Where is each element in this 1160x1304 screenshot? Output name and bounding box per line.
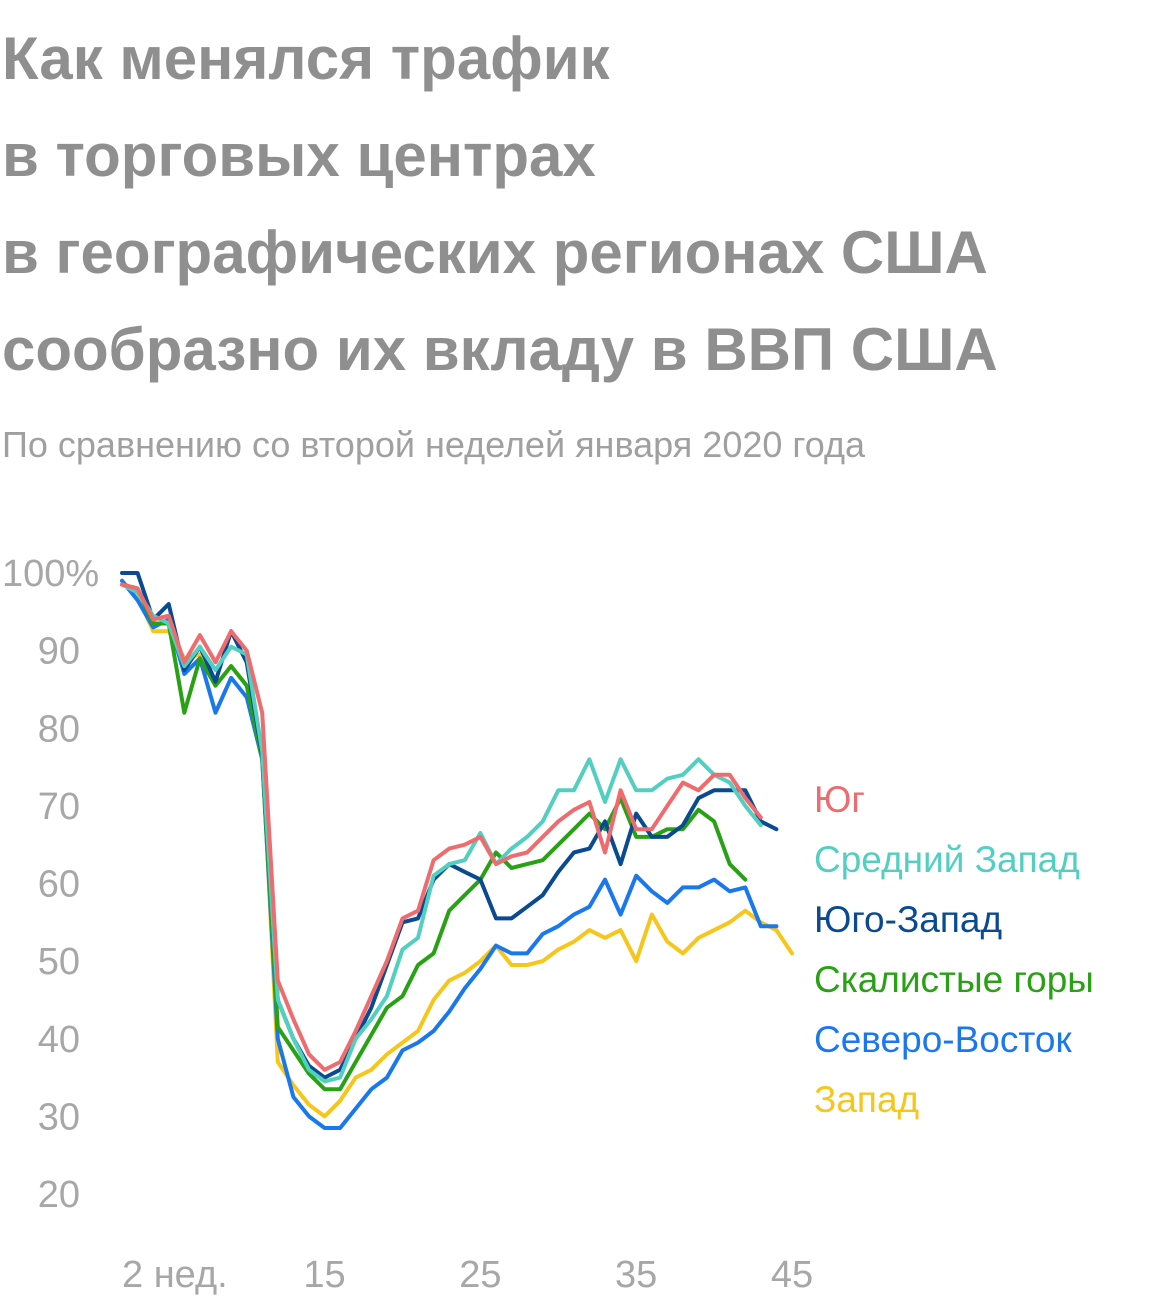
y-tick-label: 30	[38, 1096, 80, 1138]
title-line-2: в торговых центрах	[2, 122, 596, 189]
series-lines	[120, 571, 794, 1130]
legend-label: Скалистые горы	[814, 959, 1094, 1000]
y-tick-label: 100%	[2, 553, 99, 595]
series-line-4	[120, 578, 779, 1130]
series-line-1	[120, 582, 763, 1084]
x-tick-label: 25	[459, 1254, 501, 1296]
y-tick-label: 60	[38, 864, 80, 906]
legend-label: Средний Запад	[814, 839, 1080, 880]
y-tick-label: 80	[38, 708, 80, 750]
series-line-0	[120, 582, 763, 1072]
x-axis: 2 нед. 15 25 35 45	[122, 1254, 813, 1296]
legend-label: Северо-Восток	[814, 1019, 1072, 1060]
title-line-1: Как менялся трафик	[2, 25, 610, 92]
y-axis: 100% 90 80 70 60 50 40 30 20	[2, 553, 99, 1216]
y-tick-label: 70	[38, 786, 80, 828]
y-tick-label: 40	[38, 1019, 80, 1061]
title-line-4: сообразно их вкладу в ВВП США	[2, 316, 998, 383]
y-tick-label: 90	[38, 631, 80, 673]
legend: Юг Средний Запад Юго-Запад Скалистые горы Се…	[814, 779, 1094, 1120]
legend-label: Юго-Запад	[814, 899, 1002, 940]
legend-label: Юг	[814, 779, 865, 820]
y-tick-label: 20	[38, 1174, 80, 1216]
series-line-3	[120, 582, 748, 1092]
x-tick-label: 45	[771, 1254, 813, 1296]
title-line-3: в географических регионах США	[2, 219, 988, 286]
y-tick-label: 50	[38, 941, 80, 983]
x-tick-label: 15	[303, 1254, 345, 1296]
x-tick-label: 35	[615, 1254, 657, 1296]
x-tick-label: 2 нед.	[122, 1254, 228, 1296]
chart-subtitle: По сравнению со второй неделей января 20…	[2, 424, 865, 465]
chart-title: Как менялся трафик в торговых центрах в …	[2, 10, 1152, 398]
legend-label: Запад	[814, 1079, 919, 1120]
